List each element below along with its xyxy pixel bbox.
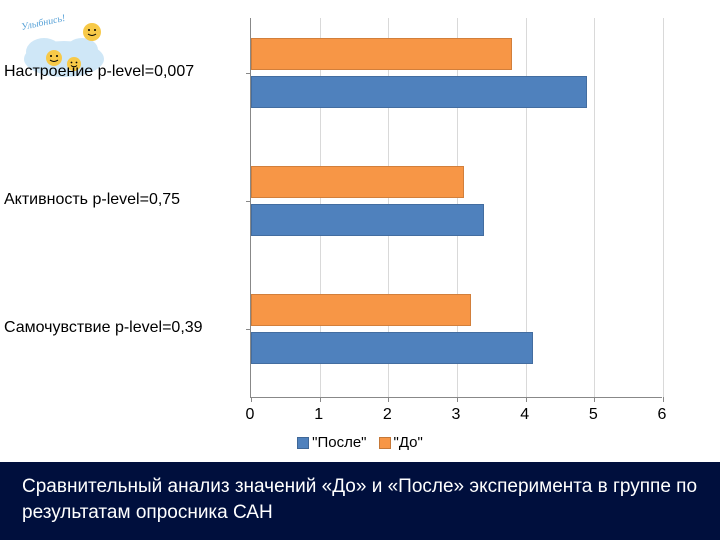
- x-axis-label: 2: [377, 406, 397, 424]
- x-tick: [388, 397, 389, 402]
- x-tick: [663, 397, 664, 402]
- y-axis-label: Самочувствие p-level=0,39: [4, 319, 244, 337]
- x-tick: [320, 397, 321, 402]
- chart-legend: "После" "До": [0, 434, 720, 451]
- slide-caption: Сравнительный анализ значений «До» и «По…: [0, 462, 720, 540]
- y-tick: [246, 73, 251, 74]
- x-axis-label: 6: [652, 406, 672, 424]
- legend-item: "После": [297, 434, 366, 451]
- y-axis-label: Активность p-level=0,75: [4, 191, 244, 209]
- x-axis-label: 5: [583, 406, 603, 424]
- x-axis-label: 0: [240, 406, 260, 424]
- y-tick: [246, 201, 251, 202]
- legend-swatch: [297, 437, 309, 449]
- y-axis-label: Настроение p-level=0,007: [4, 63, 244, 81]
- x-axis-label: 4: [515, 406, 535, 424]
- x-tick: [457, 397, 458, 402]
- y-tick: [246, 329, 251, 330]
- x-tick: [526, 397, 527, 402]
- gridline: [663, 18, 664, 397]
- gridline: [594, 18, 595, 397]
- bar-before: [251, 294, 471, 326]
- legend-label: "До": [394, 434, 423, 451]
- bar-after: [251, 204, 484, 236]
- legend-swatch: [379, 437, 391, 449]
- x-tick: [251, 397, 252, 402]
- san-chart: "После" "До" 0 1 2 3 4 5 6 Настроение p-level=0,…: [0, 18, 720, 458]
- x-axis-label: 1: [309, 406, 329, 424]
- bar-after: [251, 76, 587, 108]
- bar-before: [251, 166, 464, 198]
- x-axis-label: 3: [446, 406, 466, 424]
- legend-label: "После": [312, 434, 366, 451]
- x-tick: [594, 397, 595, 402]
- legend-item: "До": [379, 434, 423, 451]
- bar-before: [251, 38, 512, 70]
- bar-after: [251, 332, 533, 364]
